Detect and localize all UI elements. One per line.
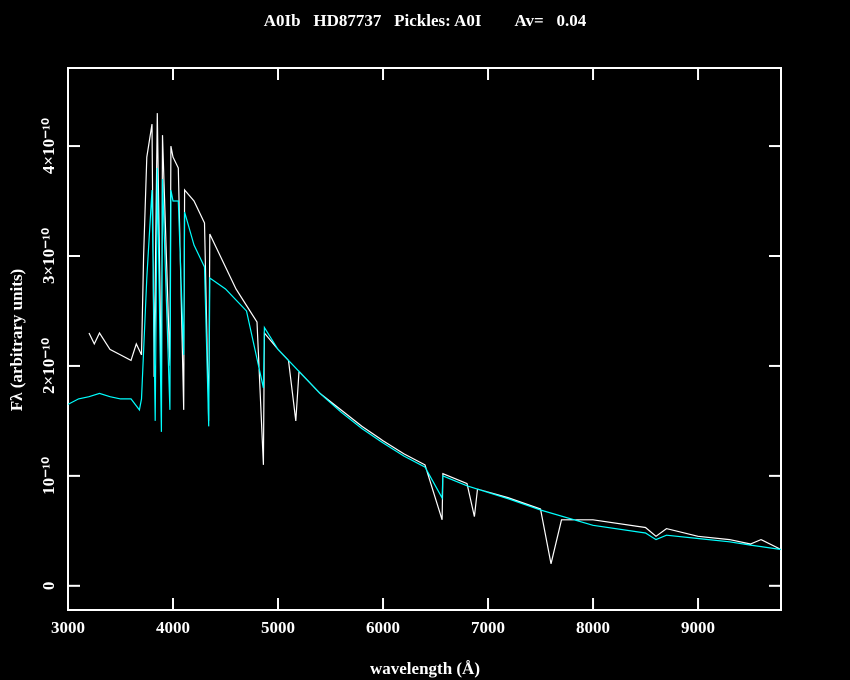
y-tick-label: 3×10⁻¹⁰	[39, 228, 58, 284]
spectrum-line	[68, 167, 781, 551]
y-axis-label: Fλ (arbitrary units)	[7, 269, 26, 411]
x-tick-label: 5000	[261, 618, 295, 637]
x-tick-label: 6000	[366, 618, 400, 637]
x-tick-label: 7000	[471, 618, 505, 637]
plot-frame	[67, 67, 782, 611]
x-axis-label: wavelength (Å)	[370, 659, 480, 678]
y-tick-label: 0	[39, 582, 58, 591]
y-tick-label: 10⁻¹⁰	[39, 457, 58, 495]
x-tick-label: 8000	[576, 618, 610, 637]
spectrum-line	[88, 113, 781, 564]
y-tick-label: 2×10⁻¹⁰	[39, 338, 58, 394]
chart-title: A0Ib HD87737 Pickles: A0I Av= 0.04	[264, 11, 587, 30]
x-tick-label: 3000	[51, 618, 85, 637]
x-tick-label: 9000	[681, 618, 715, 637]
x-tick-label: 4000	[156, 618, 190, 637]
y-tick-label: 4×10⁻¹⁰	[39, 118, 58, 174]
